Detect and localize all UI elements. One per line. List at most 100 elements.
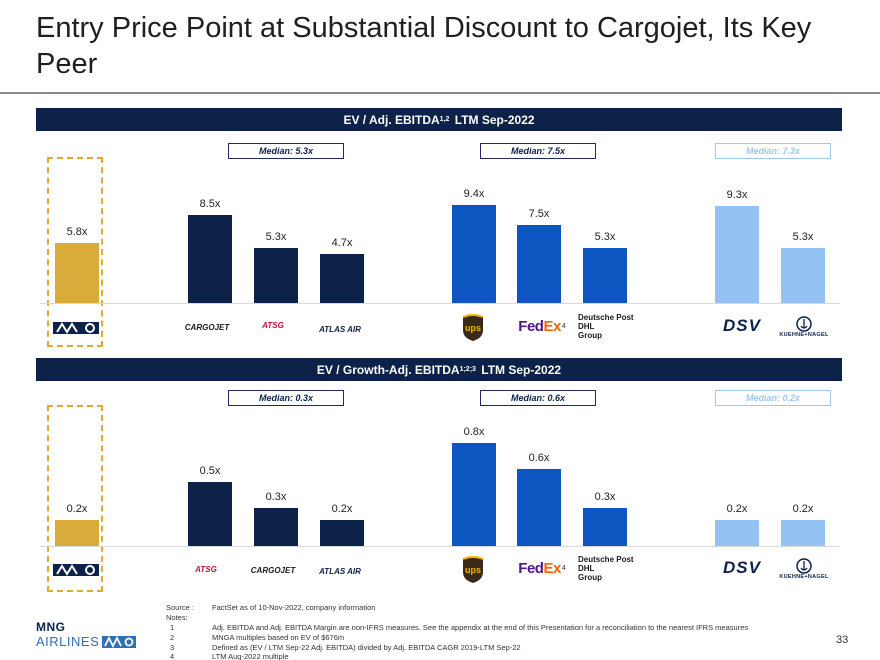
chart2-ups-text: ups xyxy=(464,565,481,575)
chart1-band-title: EV / Adj. EBITDA 1,2 LTM Sep-2022 xyxy=(36,108,842,131)
chart1-median-blue: Median: 7.5x xyxy=(480,143,596,159)
chart1-fedex-note: 4 xyxy=(561,322,566,330)
footer-note-4-text: LTM Aug-2022 multiple xyxy=(212,652,289,660)
chart2-logo-fedex: FedEx 4 xyxy=(512,558,572,578)
footer-note-1: 1 Adj. EBITDA and Adj. EBITDA Margin are … xyxy=(166,623,748,632)
chart2-logo-cargojet: CARGOJET xyxy=(242,560,304,580)
chart1-value-label-7: 9.3x xyxy=(726,189,748,201)
chart1-value-label-8: 5.3x xyxy=(792,231,814,243)
chart1-axis xyxy=(40,303,840,304)
chart2-value-label-7: 0.2x xyxy=(726,503,748,515)
chart1-cargojet-text: CARGOJET xyxy=(184,322,230,332)
chart1-bar-6 xyxy=(583,248,627,303)
chart2-bar-4 xyxy=(452,443,496,546)
chart1-logo-atlas: ATLAS AIR xyxy=(316,320,364,338)
chart1-value-label-0: 5.8x xyxy=(66,226,88,238)
page-title: Entry Price Point at Substantial Discoun… xyxy=(36,12,812,80)
chart2-axis xyxy=(40,546,840,547)
chart1-bar-8 xyxy=(781,248,825,303)
chart2-band-title: EV / Growth-Adj. EBITDA 1;2;3 LTM Sep-202… xyxy=(36,358,842,381)
chart1-logo-cargojet: CARGOJET xyxy=(176,316,238,338)
chart1-dsv-text: DSV xyxy=(723,316,761,335)
chart2-median-blue: Median: 0.6x xyxy=(480,390,596,406)
footer-notes-key: Notes: xyxy=(166,613,188,622)
footer-note-2-num: 2 xyxy=(170,633,175,642)
footer-note-3: 3 Defined as (EV / LTM Sep-22 Adj. EBITDA… xyxy=(166,643,521,652)
chart1-value-label-2: 5.3x xyxy=(265,231,287,243)
chart2-value-label-2: 0.3x xyxy=(265,491,287,503)
chart2-mng-highlight xyxy=(47,405,103,592)
chart2-dhl-line1: Deutsche Post DHL xyxy=(578,554,634,573)
chart1-logo-fedex: FedEx 4 xyxy=(512,316,572,336)
chart1-median-navy: Median: 5.3x xyxy=(228,143,344,159)
chart2-logo-kn: KUEHNE+NAGEL xyxy=(778,554,830,584)
chart2-fedex-fe: Fed xyxy=(518,559,544,577)
chart2-kn-text: KUEHNE+NAGEL xyxy=(779,574,829,580)
chart1-median-light: Median: 7.3x xyxy=(715,143,831,159)
chart1-value-label-4: 9.4x xyxy=(463,188,485,200)
chart2-band-sup: 1;2;3 xyxy=(459,366,476,373)
chart1-fedex-ex: Ex xyxy=(543,317,561,335)
chart1-value-label-3: 4.7x xyxy=(331,237,353,249)
chart2-logo-atsg: ATSG xyxy=(178,560,234,578)
chart1-value-label-6: 5.3x xyxy=(594,231,616,243)
chart2-logo-mng xyxy=(52,556,102,584)
chart1-atsg-text: ATSG xyxy=(262,320,284,330)
brand-line1: MNG xyxy=(36,620,66,634)
chart2-value-label-1: 0.5x xyxy=(199,465,221,477)
footer-note-4-num: 4 xyxy=(170,652,175,660)
title-divider xyxy=(0,92,880,94)
chart1-bar-7 xyxy=(715,206,759,303)
chart1-bar-4 xyxy=(452,205,496,303)
brand-line2: AIRLINES xyxy=(36,634,100,649)
chart2-dhl-line2: Group xyxy=(578,572,602,582)
chart1-logo-dsv: DSV xyxy=(714,316,770,336)
chart1-ups-text: ups xyxy=(464,323,481,333)
chart2-value-label-4: 0.8x xyxy=(463,426,485,438)
chart2-logo-atlas: ATLAS AIR xyxy=(316,562,364,580)
chart2-band-label: EV / Growth-Adj. EBITDA xyxy=(316,362,460,377)
chart2-value-label-3: 0.2x xyxy=(331,503,353,515)
chart1-logo-mng xyxy=(52,314,102,342)
chart1-logo-atsg: ATSG xyxy=(246,316,300,334)
chart2-bar-7 xyxy=(715,520,759,546)
chart2-value-label-0: 0.2x xyxy=(66,503,88,515)
chart2-band-suffix: LTM Sep-2022 xyxy=(481,362,562,377)
chart2-cargojet-text: CARGOJET xyxy=(250,565,296,575)
chart1-value-label-5: 7.5x xyxy=(528,208,550,220)
chart1-kn-text: KUEHNE+NAGEL xyxy=(779,332,829,338)
chart2-bar-8 xyxy=(781,520,825,546)
footer-note-1-num: 1 xyxy=(170,623,175,632)
chart2-bar-5 xyxy=(517,469,561,546)
chart1-bar-0 xyxy=(55,243,99,303)
chart2-median-light: Median: 0.2x xyxy=(715,390,831,406)
chart1-atlas-text: ATLAS AIR xyxy=(319,324,361,334)
page-number: 33 xyxy=(836,634,849,646)
chart2-fedex-ex: Ex xyxy=(543,559,561,577)
chart2-bar-0 xyxy=(55,520,99,546)
chart2-dsv-text: DSV xyxy=(723,558,761,577)
chart2-value-label-5: 0.6x xyxy=(528,452,550,464)
footer-note-3-text: Defined as (EV / LTM Sep-22 Adj. EBITDA)… xyxy=(212,643,521,652)
footer-note-2: 2 MNGA multiples based on EV of $676m xyxy=(166,633,344,642)
chart1-bar-3 xyxy=(320,254,364,303)
footer-source-key: Source : xyxy=(166,603,194,612)
chart1-dhl-line2: Group xyxy=(578,330,602,340)
footer-note-2-text: MNGA multiples based on EV of $676m xyxy=(212,633,345,642)
footer-source: Source : FactSet as of 10-Nov-2022, compa… xyxy=(166,603,375,612)
footer-note-1-text: Adj. EBITDA and Adj. EBITDA Margin are n… xyxy=(212,623,749,632)
chart1-bar-1 xyxy=(188,215,232,303)
chart2-median-navy: Median: 0.3x xyxy=(228,390,344,406)
chart2-atsg-text: ATSG xyxy=(195,564,217,574)
chart2-bar-1 xyxy=(188,482,232,546)
chart1-value-label-1: 8.5x xyxy=(199,198,221,210)
chart1-mng-highlight xyxy=(47,157,103,347)
footer-source-text: FactSet as of 10-Nov-2022, company infor… xyxy=(212,603,376,612)
chart2-bar-6 xyxy=(583,508,627,546)
brand-mark-icon xyxy=(102,635,137,648)
chart2-logo-dhl: Deutsche Post DHL Group xyxy=(578,554,648,582)
chart2-atlas-text: ATLAS AIR xyxy=(319,566,361,576)
chart1-logo-dhl: Deutsche Post DHL Group xyxy=(578,313,648,340)
chart1-band-sup: 1,2 xyxy=(439,116,450,123)
footer-note-3-num: 3 xyxy=(170,643,175,652)
